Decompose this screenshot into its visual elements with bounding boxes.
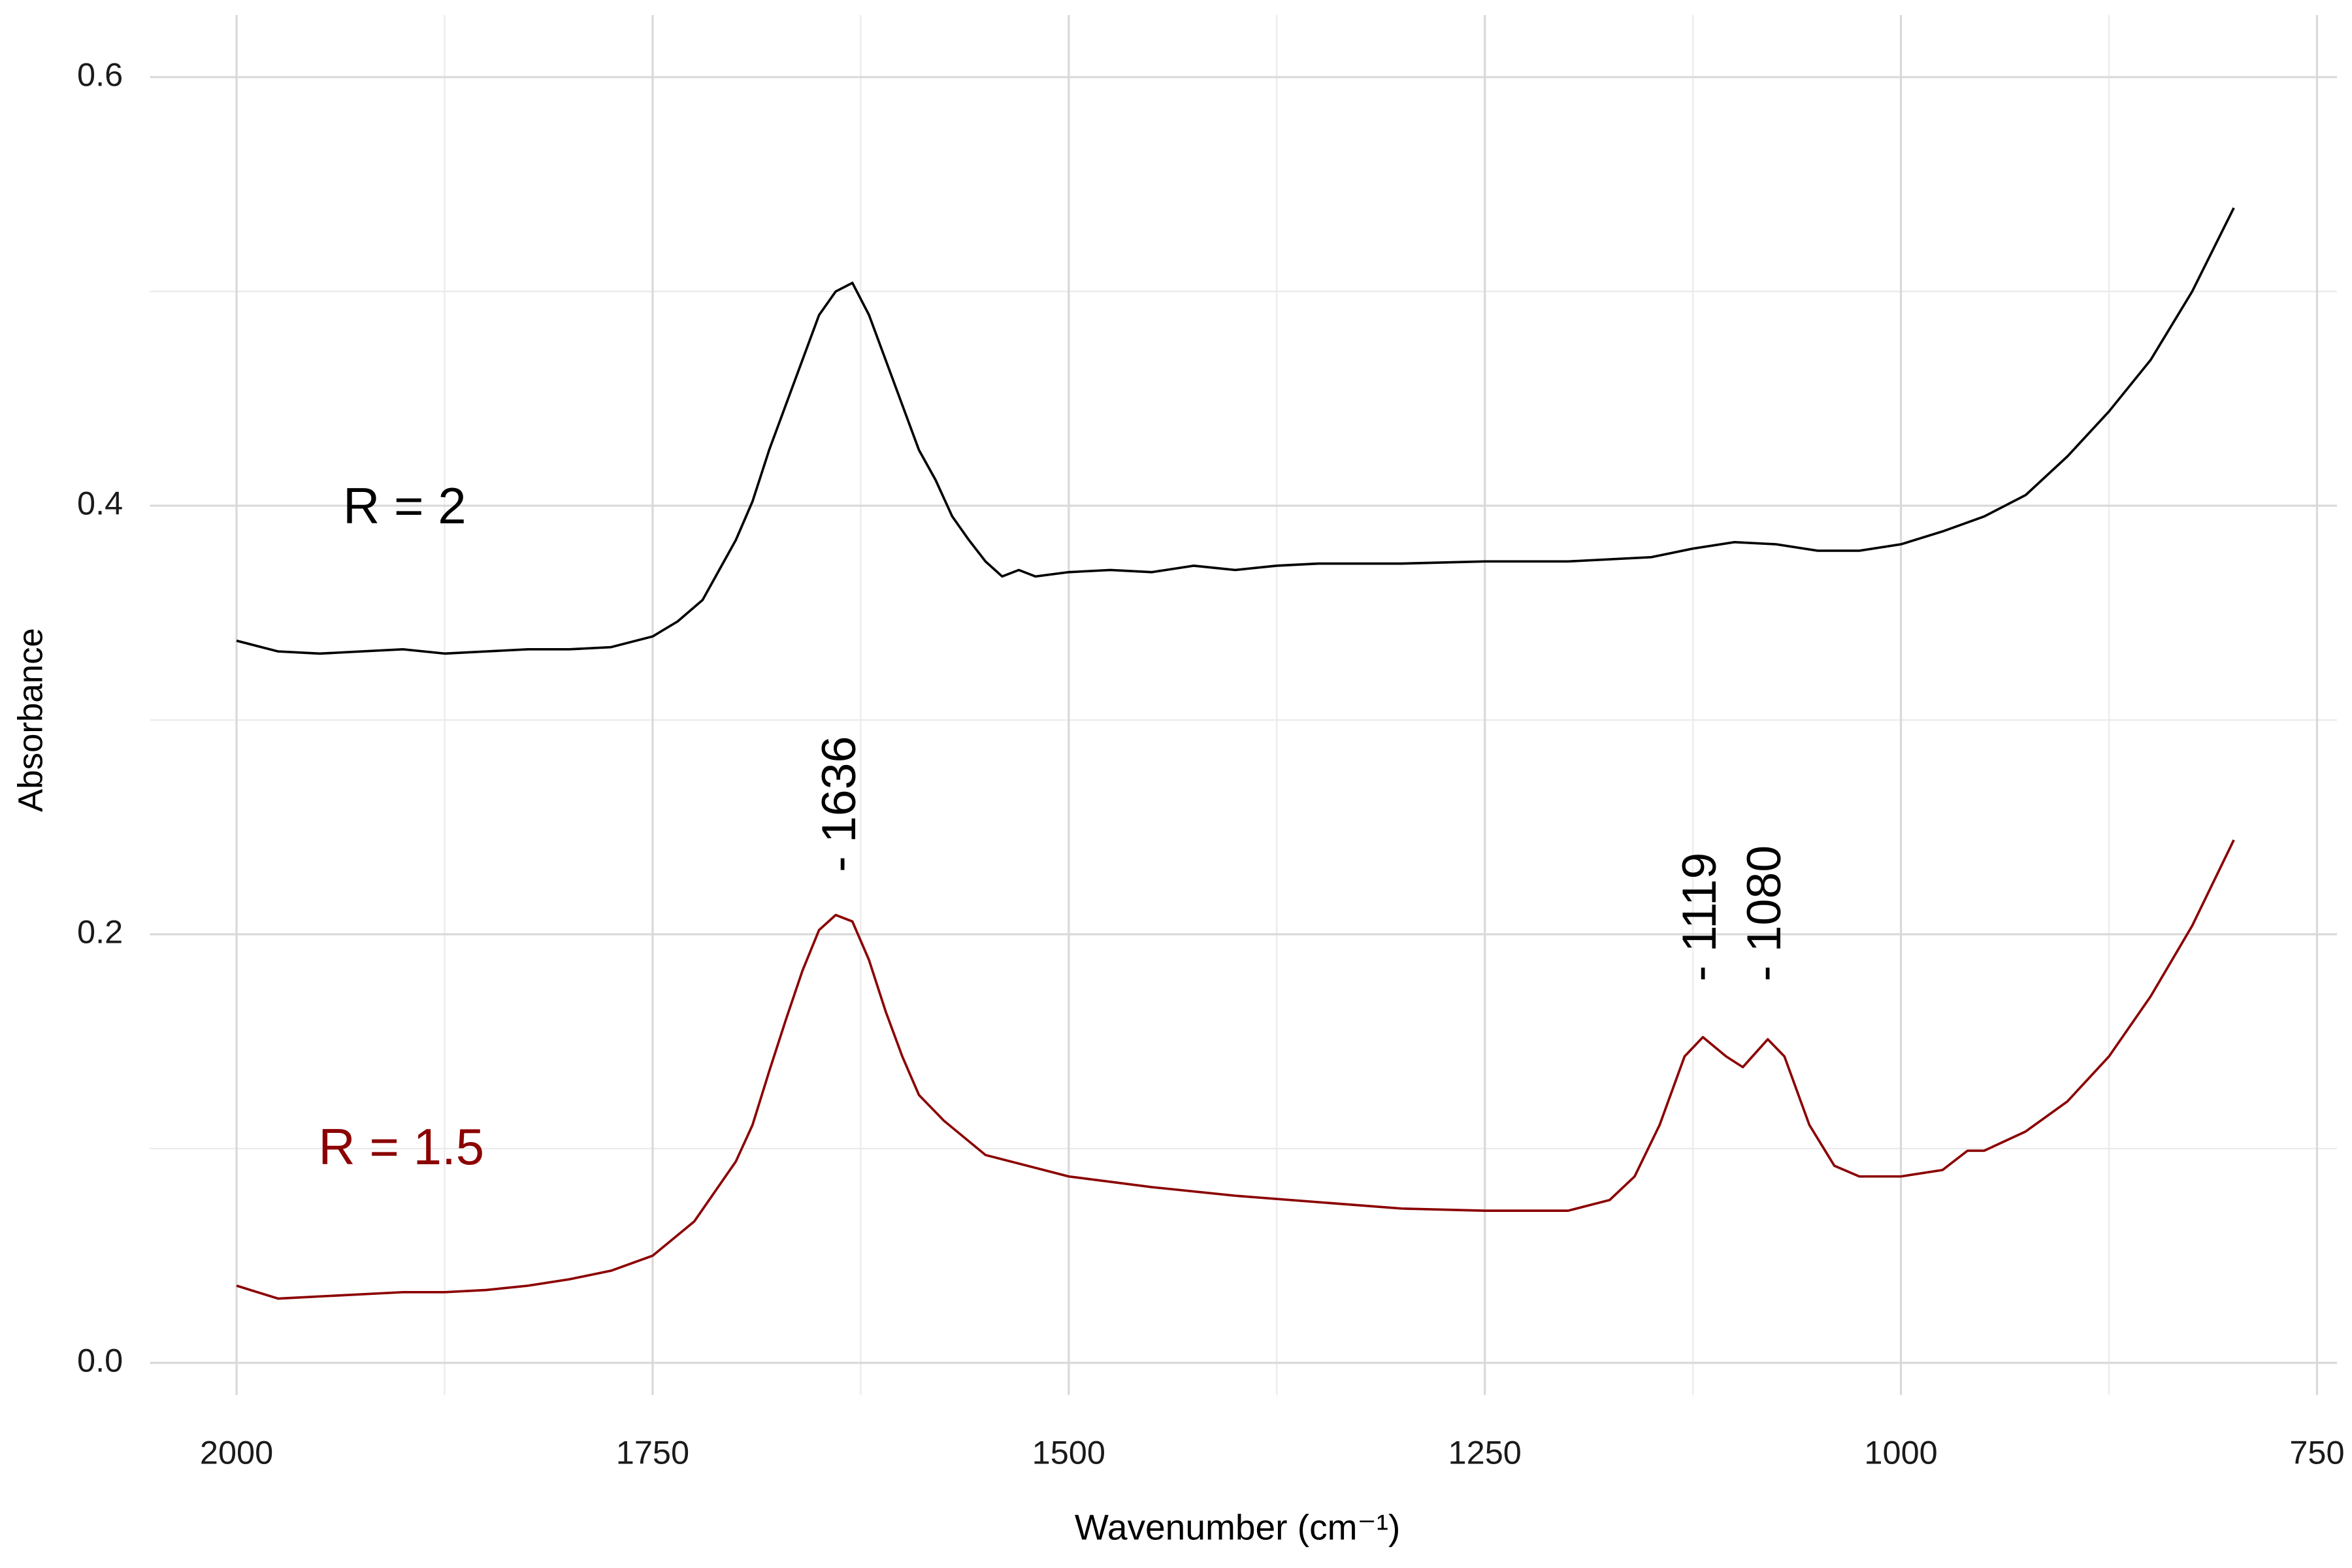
- x-tick-label: 1250: [1448, 1433, 1522, 1471]
- series-line: [236, 207, 2235, 655]
- series-label: R = 1.5: [318, 1118, 484, 1175]
- series-line: [236, 839, 2235, 1300]
- x-tick-label: 750: [2289, 1433, 2344, 1471]
- x-tick-label: 1750: [616, 1433, 689, 1471]
- x-tick-label: 1000: [1864, 1433, 1937, 1471]
- peak-annotation: - 1119: [1672, 853, 1726, 981]
- peak-annotation: - 1636: [811, 736, 866, 872]
- peak-annotation: - 1080: [1737, 845, 1791, 981]
- x-tick-label: 1500: [1032, 1433, 1105, 1471]
- y-tick-label: 0.2: [77, 913, 123, 950]
- y-tick-label: 0.4: [77, 484, 123, 521]
- x-tick-label: 2000: [200, 1433, 273, 1471]
- y-tick-label: 0.0: [77, 1341, 123, 1379]
- series-label: R = 2: [343, 477, 466, 534]
- x-axis-title: Wavenumber (cm⁻¹): [1075, 1507, 1400, 1547]
- y-tick-label: 0.6: [77, 56, 123, 93]
- y-axis-title: Absorbance: [11, 628, 50, 812]
